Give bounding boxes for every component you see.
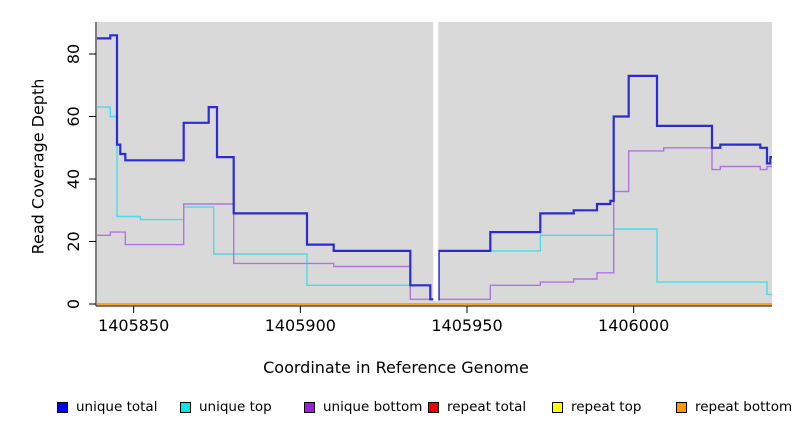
y-tick-label: 20 bbox=[64, 231, 83, 251]
unique-total-swatch-icon bbox=[57, 401, 68, 413]
x-axis-title: Coordinate in Reference Genome bbox=[263, 358, 529, 377]
legend-item-unique-bottom: unique bottom bbox=[304, 397, 422, 417]
repeat-bottom-swatch-icon bbox=[676, 401, 687, 413]
legend-item-unique-top: unique top bbox=[180, 397, 272, 417]
no-data-gap bbox=[433, 21, 439, 301]
y-tick-label: 60 bbox=[64, 106, 83, 126]
legend-label: repeat total bbox=[447, 399, 527, 415]
x-tick-label: 1405950 bbox=[431, 316, 502, 335]
unique-bottom-swatch-icon bbox=[304, 401, 315, 413]
legend-label: unique total bbox=[76, 399, 158, 415]
legend-label: unique top bbox=[199, 399, 272, 415]
legend-item-repeat-total: repeat total bbox=[428, 397, 526, 417]
x-tick-label: 1406000 bbox=[598, 316, 669, 335]
repeat-top-swatch-icon bbox=[552, 401, 563, 413]
legend-label: unique bottom bbox=[323, 399, 423, 415]
series-unique-bottom bbox=[97, 147, 772, 300]
x-tick-label: 1405900 bbox=[265, 316, 336, 335]
y-tick-label: 0 bbox=[64, 299, 83, 309]
y-tick-label: 40 bbox=[64, 169, 83, 189]
repeat-total-swatch-icon bbox=[428, 401, 439, 413]
x-tick-label: 1405850 bbox=[98, 316, 169, 335]
legend-label: repeat bottom bbox=[695, 399, 792, 415]
legend-item-repeat-top: repeat top bbox=[552, 397, 641, 417]
legend: unique total unique top unique bottom re… bbox=[0, 397, 792, 421]
legend-item-unique-total: unique total bbox=[57, 397, 157, 417]
y-tick-label: 80 bbox=[64, 44, 83, 64]
y-axis-title: Read Coverage Depth bbox=[28, 78, 48, 255]
unique-top-swatch-icon bbox=[180, 401, 191, 413]
legend-item-repeat-bottom: repeat bottom bbox=[676, 397, 792, 417]
legend-label: repeat top bbox=[571, 399, 642, 415]
series-unique-total bbox=[97, 34, 772, 301]
